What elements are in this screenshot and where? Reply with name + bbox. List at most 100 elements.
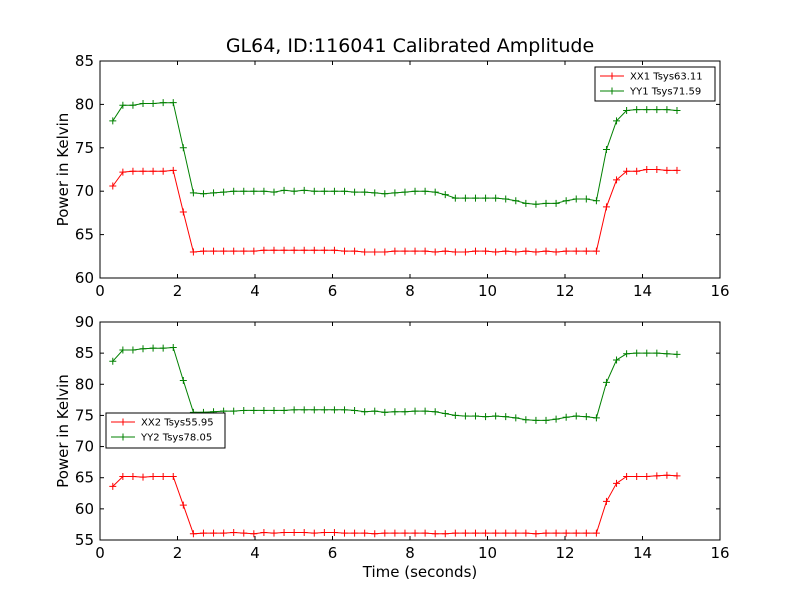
- data-point: [300, 246, 308, 254]
- data-point: [371, 189, 379, 197]
- data-point: [542, 199, 550, 207]
- data-point: [592, 414, 600, 422]
- legend-marker: [119, 433, 127, 441]
- data-point: [250, 247, 258, 255]
- data-point: [361, 248, 369, 256]
- y-axis-label: Power in Kelvin: [54, 113, 72, 227]
- data-point: [633, 106, 641, 114]
- data-point: [602, 146, 610, 154]
- data-point: [330, 529, 338, 537]
- data-point: [492, 412, 500, 420]
- data-point: [613, 356, 621, 364]
- data-point: [643, 106, 651, 114]
- data-point: [169, 472, 177, 480]
- data-point: [189, 189, 197, 197]
- data-point: [391, 529, 399, 537]
- y-tick-label: 60: [75, 500, 94, 518]
- data-point: [109, 182, 117, 190]
- data-point: [129, 101, 137, 109]
- data-point: [461, 529, 469, 537]
- data-point: [663, 166, 671, 174]
- x-tick-label: 0: [95, 544, 105, 562]
- data-point: [522, 529, 530, 537]
- data-point: [411, 247, 419, 255]
- data-point: [482, 413, 490, 421]
- data-point: [532, 248, 540, 256]
- legend: XX2 Tsys55.95 YY2 Tsys78.05: [105, 412, 226, 449]
- y-tick-label: 55: [75, 531, 94, 549]
- x-tick-label: 12: [555, 544, 574, 562]
- data-point: [552, 248, 560, 256]
- legend-label: YY1 Tsys71.59: [629, 87, 701, 98]
- data-point: [643, 349, 651, 357]
- data-point: [280, 529, 288, 537]
- data-point: [451, 194, 459, 202]
- data-point: [411, 407, 419, 415]
- data-point: [572, 529, 580, 537]
- data-point: [199, 529, 207, 537]
- data-point: [250, 530, 258, 538]
- data-point: [270, 406, 278, 414]
- data-point: [320, 187, 328, 195]
- data-point: [310, 406, 318, 414]
- x-tick-label: 8: [405, 544, 415, 562]
- data-point: [663, 106, 671, 114]
- data-point: [602, 203, 610, 211]
- data-point: [471, 412, 479, 420]
- data-point: [502, 195, 510, 203]
- legend-label: YY2 Tsys78.05: [140, 433, 212, 444]
- data-point: [300, 406, 308, 414]
- data-point: [149, 344, 157, 352]
- data-point: [240, 529, 248, 537]
- data-point: [119, 168, 127, 176]
- data-point: [351, 247, 359, 255]
- data-point: [240, 247, 248, 255]
- data-point: [129, 472, 137, 480]
- data-point: [582, 529, 590, 537]
- legend-marker: [608, 87, 616, 95]
- data-point: [502, 247, 510, 255]
- data-point: [310, 529, 318, 537]
- data-point: [179, 144, 187, 152]
- data-point: [159, 344, 167, 352]
- x-tick-label: 6: [328, 544, 338, 562]
- data-point: [341, 247, 349, 255]
- data-point: [381, 248, 389, 256]
- data-point: [361, 529, 369, 537]
- data-point: [371, 407, 379, 415]
- data-point: [512, 197, 520, 205]
- data-point: [361, 408, 369, 416]
- data-point: [633, 167, 641, 175]
- data-point: [230, 247, 238, 255]
- data-point: [179, 377, 187, 385]
- data-point: [341, 187, 349, 195]
- x-tick-label: 10: [478, 282, 497, 300]
- x-tick-label: 4: [250, 282, 260, 300]
- data-point: [361, 188, 369, 196]
- data-point: [633, 472, 641, 480]
- data-point: [109, 117, 117, 125]
- y-tick-label: 60: [75, 269, 94, 287]
- data-point: [653, 106, 661, 114]
- data-point: [482, 247, 490, 255]
- data-point: [230, 187, 238, 195]
- data-point: [613, 117, 621, 125]
- data-point: [250, 406, 258, 414]
- data-point: [341, 529, 349, 537]
- data-point: [210, 247, 218, 255]
- data-point: [502, 529, 510, 537]
- data-point: [240, 187, 248, 195]
- data-point: [613, 176, 621, 184]
- bottom-plot: 0 2 4 6 8 10 12 14 16 55 60 65 70 75 80 85 90 Power in Ke…: [54, 313, 730, 581]
- data-point: [482, 194, 490, 202]
- x-axis-label: Time (seconds): [362, 563, 478, 581]
- data-point: [220, 529, 228, 537]
- data-point: [522, 416, 530, 424]
- data-point: [290, 187, 298, 195]
- data-point: [149, 167, 157, 175]
- data-point: [270, 246, 278, 254]
- data-point: [492, 248, 500, 256]
- data-point: [461, 194, 469, 202]
- data-point: [351, 529, 359, 537]
- data-point: [159, 472, 167, 480]
